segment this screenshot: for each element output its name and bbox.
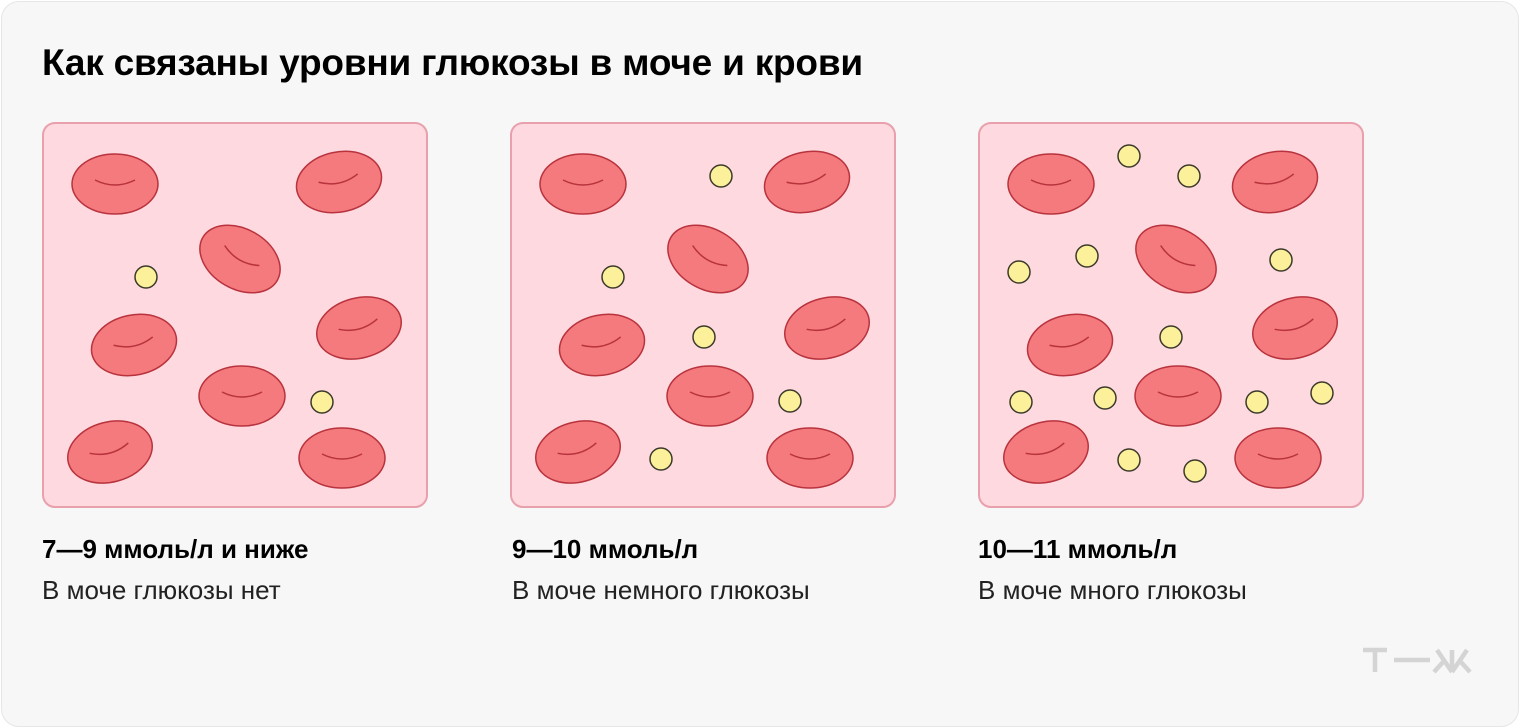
glucose-molecule-icon bbox=[1075, 244, 1099, 268]
red-blood-cells bbox=[534, 150, 871, 489]
glucose-molecules bbox=[601, 164, 802, 471]
glucose-molecule-icon bbox=[692, 325, 716, 349]
red-blood-cell-icon bbox=[558, 313, 646, 377]
blood-panel-2 bbox=[510, 122, 896, 508]
caption-1: 7—9 ммоль/л и ниже В моче глюкозы нет bbox=[42, 534, 482, 606]
glucose-molecule-icon bbox=[601, 265, 625, 289]
red-blood-cell-icon bbox=[766, 427, 854, 489]
red-blood-cell-icon bbox=[295, 150, 383, 214]
glucose-molecule-icon bbox=[1009, 390, 1033, 414]
blood-sample-illustration-2 bbox=[510, 122, 896, 508]
glucose-molecule-icon bbox=[709, 164, 733, 188]
red-blood-cell-icon bbox=[1135, 224, 1217, 294]
red-blood-cell-icon bbox=[66, 420, 154, 484]
page-title: Как связаны уровни глюкозы в моче и кров… bbox=[42, 42, 863, 83]
glucose-molecule-icon bbox=[1269, 248, 1293, 272]
red-blood-cell-icon bbox=[667, 224, 749, 294]
red-blood-cell-icon bbox=[90, 313, 178, 377]
red-blood-cells bbox=[1002, 150, 1339, 489]
glucose-molecule-icon bbox=[1117, 144, 1141, 168]
glucose-molecule-icon bbox=[1177, 164, 1201, 188]
blood-sample-illustration-3 bbox=[978, 122, 1364, 508]
blood-panel-3 bbox=[978, 122, 1364, 508]
red-blood-cell-icon bbox=[1251, 296, 1339, 360]
red-blood-cell-icon bbox=[199, 224, 281, 294]
red-blood-cell-icon bbox=[534, 420, 622, 484]
glucose-molecule-icon bbox=[649, 447, 673, 471]
glucose-molecule-icon bbox=[134, 265, 158, 289]
glucose-molecules bbox=[1007, 144, 1334, 483]
blood-sample-illustration-1 bbox=[42, 122, 428, 508]
red-blood-cell-icon bbox=[1007, 153, 1095, 215]
blood-panel-1 bbox=[42, 122, 428, 508]
glucose-molecules bbox=[134, 265, 334, 414]
red-blood-cell-icon bbox=[539, 153, 627, 215]
glucose-molecule-icon bbox=[778, 389, 802, 413]
red-blood-cell-icon bbox=[198, 365, 286, 427]
red-blood-cell-icon bbox=[1231, 150, 1319, 214]
urine-glucose-description: В моче глюкозы нет bbox=[42, 575, 281, 605]
glucose-molecule-icon bbox=[1183, 459, 1207, 483]
urine-glucose-description: В моче много глюкозы bbox=[978, 575, 1247, 605]
glucose-molecule-icon bbox=[1159, 325, 1183, 349]
red-blood-cell-icon bbox=[1134, 365, 1222, 427]
red-blood-cell-icon bbox=[666, 365, 754, 427]
red-blood-cell-icon bbox=[1234, 427, 1322, 489]
glucose-molecule-icon bbox=[1093, 386, 1117, 410]
urine-glucose-description: В моче немного глюкозы bbox=[512, 575, 810, 605]
glucose-level-label: 9—10 ммоль/л bbox=[512, 534, 699, 564]
red-blood-cells bbox=[66, 150, 403, 489]
glucose-molecule-icon bbox=[310, 390, 334, 414]
red-blood-cell-icon bbox=[1002, 420, 1090, 484]
red-blood-cell-icon bbox=[298, 427, 386, 489]
red-blood-cell-icon bbox=[783, 296, 871, 360]
glucose-molecule-icon bbox=[1007, 260, 1031, 284]
red-blood-cell-icon bbox=[1026, 313, 1114, 377]
blood-sample-background bbox=[978, 122, 1364, 508]
blood-sample-background bbox=[42, 122, 428, 508]
caption-3: 10—11 ммоль/л В моче много глюкозы bbox=[978, 534, 1418, 606]
tzh-logo-icon bbox=[1363, 647, 1472, 674]
glucose-molecule-icon bbox=[1310, 381, 1334, 405]
red-blood-cell-icon bbox=[71, 153, 159, 215]
caption-2: 9—10 ммоль/л В моче немного глюкозы bbox=[512, 534, 952, 606]
red-blood-cell-icon bbox=[315, 296, 403, 360]
red-blood-cell-icon bbox=[763, 150, 851, 214]
glucose-level-label: 7—9 ммоль/л и ниже bbox=[42, 534, 309, 564]
glucose-level-label: 10—11 ммоль/л bbox=[978, 534, 1178, 564]
glucose-molecule-icon bbox=[1245, 390, 1269, 414]
blood-sample-background bbox=[510, 122, 896, 508]
glucose-molecule-icon bbox=[1117, 448, 1141, 472]
